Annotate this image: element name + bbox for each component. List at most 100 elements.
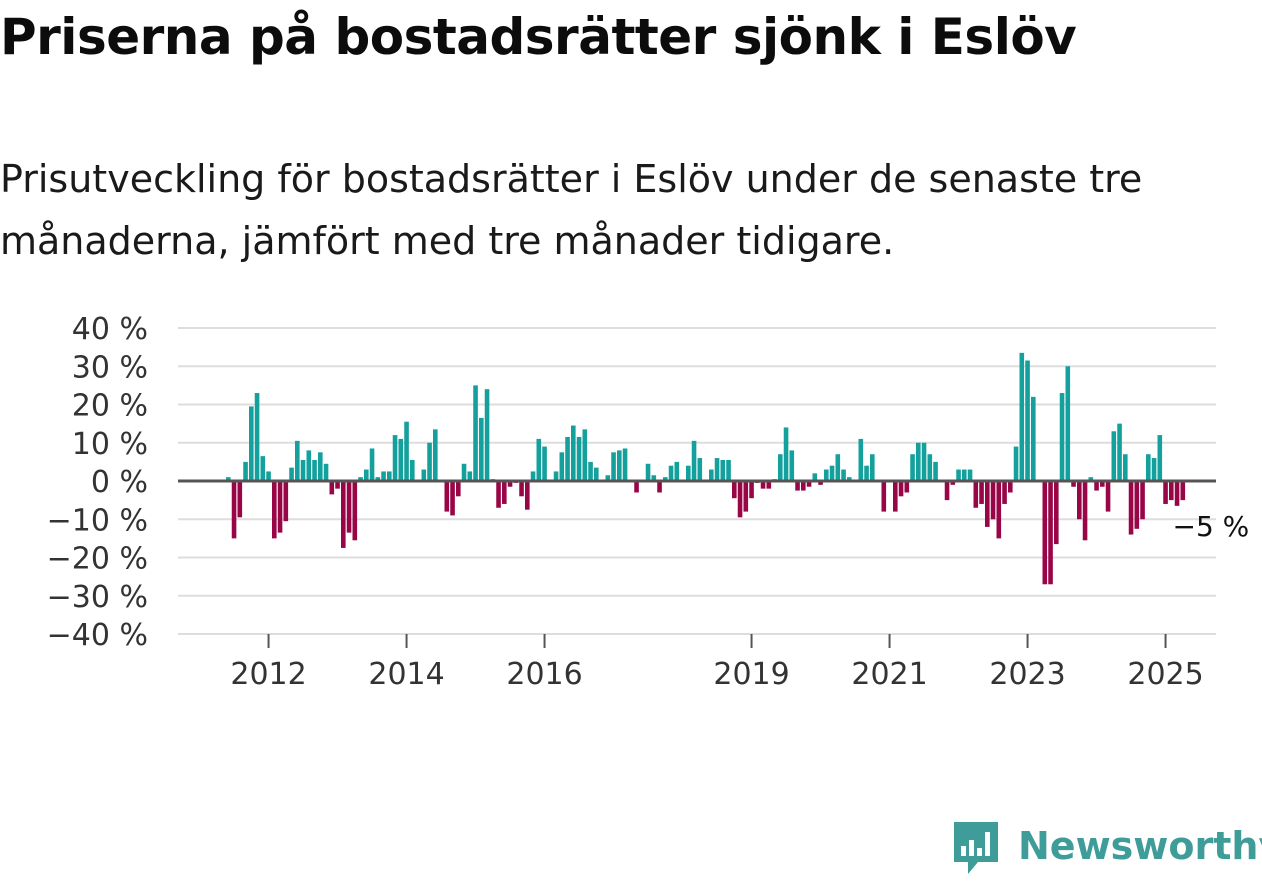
bar bbox=[502, 481, 507, 504]
newsworthy-logo-icon bbox=[954, 822, 998, 874]
bar bbox=[881, 481, 887, 512]
bar bbox=[714, 458, 720, 481]
bar bbox=[864, 465, 869, 481]
bar bbox=[1169, 481, 1174, 501]
bar bbox=[1163, 481, 1168, 504]
bar bbox=[266, 471, 271, 481]
y-tick-label: −40 % bbox=[47, 618, 148, 653]
bar bbox=[691, 440, 697, 481]
bar bbox=[576, 437, 582, 481]
bar bbox=[582, 429, 588, 481]
bar bbox=[473, 385, 478, 481]
bar bbox=[933, 461, 938, 481]
bar bbox=[1002, 481, 1007, 504]
y-tick-label: 0 % bbox=[91, 465, 148, 500]
bar bbox=[1088, 477, 1094, 481]
bar bbox=[525, 481, 530, 510]
bar bbox=[346, 481, 352, 533]
y-tick-label: 10 % bbox=[72, 427, 148, 462]
bar bbox=[283, 481, 289, 522]
bar bbox=[904, 481, 910, 493]
bar bbox=[812, 473, 818, 481]
y-tick-label: 30 % bbox=[72, 350, 148, 385]
bar bbox=[657, 481, 662, 493]
bar bbox=[1157, 435, 1163, 481]
bar bbox=[323, 463, 329, 481]
y-tick-label: 40 % bbox=[72, 312, 148, 347]
bar bbox=[1054, 481, 1059, 545]
bar bbox=[789, 450, 795, 481]
bar bbox=[226, 477, 231, 481]
bar bbox=[427, 442, 432, 481]
bar bbox=[1128, 481, 1134, 535]
bar bbox=[617, 450, 622, 481]
x-tick-label: 2014 bbox=[368, 657, 444, 692]
chart-subtitle: Prisutveckling för bostadsrätter i Eslöv… bbox=[0, 157, 1143, 263]
y-axis-labels: 40 %30 % 20 %10 %0 %−10 % −20 %−30 %−40 % bbox=[47, 312, 148, 653]
bar bbox=[456, 481, 461, 497]
bar bbox=[295, 440, 300, 481]
bar bbox=[289, 467, 294, 481]
bar bbox=[536, 438, 542, 481]
bar bbox=[381, 471, 386, 481]
bar bbox=[450, 481, 455, 516]
y-tick-label: −10 % bbox=[47, 503, 148, 538]
bar bbox=[433, 429, 438, 481]
bar bbox=[519, 481, 524, 497]
bar bbox=[260, 456, 266, 481]
bar bbox=[352, 481, 358, 541]
bar bbox=[1094, 481, 1099, 491]
bar bbox=[622, 448, 628, 481]
bar bbox=[967, 469, 973, 481]
bar bbox=[801, 481, 806, 491]
bar bbox=[542, 446, 547, 481]
bar bbox=[312, 459, 317, 481]
bar bbox=[921, 442, 927, 481]
bar bbox=[594, 467, 599, 481]
bar bbox=[530, 471, 536, 481]
bar bbox=[410, 459, 415, 481]
bar bbox=[858, 438, 864, 481]
bar bbox=[720, 459, 726, 481]
bar bbox=[686, 465, 691, 481]
bar bbox=[571, 425, 576, 481]
bar bbox=[496, 481, 501, 508]
x-tick-label: 2023 bbox=[989, 657, 1065, 692]
bar bbox=[341, 481, 346, 548]
x-tick-label: 2012 bbox=[230, 657, 306, 692]
bar bbox=[749, 481, 754, 499]
bar bbox=[835, 454, 841, 481]
bar bbox=[1105, 481, 1111, 512]
bar bbox=[1123, 454, 1128, 481]
x-tick-label: 2016 bbox=[506, 657, 582, 692]
bar bbox=[605, 475, 611, 481]
bar bbox=[1151, 458, 1157, 481]
bar bbox=[927, 454, 933, 481]
bar bbox=[829, 465, 835, 481]
bar bbox=[553, 471, 559, 481]
bar bbox=[916, 442, 921, 481]
bar bbox=[1077, 481, 1082, 520]
bar bbox=[962, 469, 967, 481]
bar bbox=[1008, 481, 1013, 493]
bar bbox=[1019, 352, 1025, 481]
bar bbox=[898, 481, 904, 497]
bar bbox=[760, 481, 766, 489]
bar bbox=[358, 477, 363, 481]
bar bbox=[950, 481, 956, 485]
bar bbox=[404, 421, 409, 481]
bars bbox=[226, 352, 1186, 585]
bar bbox=[306, 450, 312, 481]
y-tick-label: −20 % bbox=[47, 542, 148, 577]
bar bbox=[507, 481, 513, 487]
annotations: −5 % bbox=[1173, 510, 1250, 543]
bar bbox=[985, 481, 990, 527]
bar bbox=[479, 417, 484, 481]
bar bbox=[421, 469, 427, 481]
bar bbox=[329, 481, 335, 495]
bar bbox=[272, 481, 277, 539]
bar bbox=[806, 481, 812, 487]
bar bbox=[1134, 481, 1140, 529]
bar bbox=[783, 427, 789, 481]
x-tick-label: 2025 bbox=[1127, 657, 1203, 692]
